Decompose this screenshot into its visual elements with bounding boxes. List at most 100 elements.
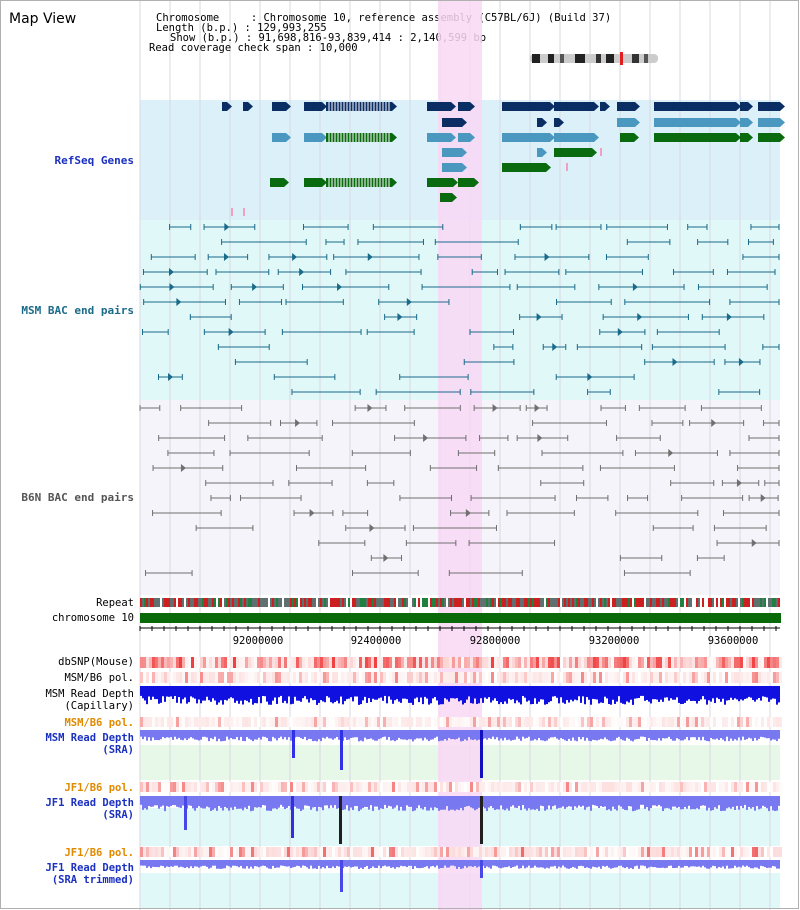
bac-pair[interactable] xyxy=(721,479,760,487)
refseq-gene[interactable] xyxy=(243,102,253,111)
bac-pair[interactable] xyxy=(247,435,323,441)
bac-pair[interactable] xyxy=(700,405,762,411)
msm-bac-track[interactable] xyxy=(139,223,780,395)
bac-pair[interactable] xyxy=(616,435,661,441)
refseq-gene[interactable] xyxy=(272,102,291,111)
bac-pair[interactable] xyxy=(405,540,457,546)
bac-pair[interactable] xyxy=(504,269,560,275)
bac-pair[interactable] xyxy=(139,283,214,291)
bac-pair[interactable] xyxy=(726,269,776,275)
bac-pair[interactable] xyxy=(230,283,284,291)
refseq-gene[interactable] xyxy=(502,163,551,172)
bac-pair[interactable] xyxy=(152,464,224,472)
bac-pair[interactable] xyxy=(479,435,509,441)
refseq-gene[interactable] xyxy=(654,118,741,127)
bac-pair[interactable] xyxy=(555,224,602,230)
bac-pair[interactable] xyxy=(723,510,780,516)
refseq-gene[interactable] xyxy=(620,133,639,142)
bac-pair[interactable] xyxy=(366,480,395,486)
bac-pair[interactable] xyxy=(210,495,231,501)
refseq-gene[interactable] xyxy=(758,133,785,142)
bac-pair[interactable] xyxy=(169,224,192,230)
bac-pair[interactable] xyxy=(302,283,390,291)
bac-pair[interactable] xyxy=(273,374,336,380)
bac-pair[interactable] xyxy=(627,495,649,501)
bac-pair[interactable] xyxy=(576,344,643,350)
bac-pair[interactable] xyxy=(318,540,366,546)
bac-pair[interactable] xyxy=(378,298,450,306)
refseq-gene[interactable] xyxy=(554,133,599,142)
refseq-gene[interactable] xyxy=(272,133,291,142)
bac-pair[interactable] xyxy=(696,555,725,561)
label-refseq-genes[interactable]: RefSeq Genes xyxy=(55,154,134,167)
bac-pair[interactable] xyxy=(514,253,590,261)
refseq-gene[interactable] xyxy=(617,118,640,127)
bac-pair[interactable] xyxy=(651,344,726,350)
bac-pair[interactable] xyxy=(221,239,307,245)
bac-pair[interactable] xyxy=(532,420,607,426)
bac-pair[interactable] xyxy=(750,224,780,230)
bac-pair[interactable] xyxy=(152,510,222,516)
bac-pair[interactable] xyxy=(352,570,419,576)
refseq-gene[interactable] xyxy=(600,102,610,111)
bac-pair[interactable] xyxy=(429,465,478,471)
refseq-gene[interactable] xyxy=(740,133,753,142)
refseq-gene[interactable] xyxy=(304,133,327,142)
bac-pair[interactable] xyxy=(565,269,643,275)
bac-pair[interactable] xyxy=(404,405,461,411)
bac-pair[interactable] xyxy=(434,239,519,245)
bac-pair[interactable] xyxy=(473,404,521,412)
b6n-bac-track[interactable] xyxy=(139,404,780,576)
bac-pair[interactable] xyxy=(399,495,453,501)
bac-pair[interactable] xyxy=(412,525,497,531)
bac-pair[interactable] xyxy=(605,254,649,260)
bac-pair[interactable] xyxy=(638,405,686,411)
bac-pair[interactable] xyxy=(333,253,420,261)
bac-pair[interactable] xyxy=(293,509,334,517)
refseq-gene[interactable] xyxy=(458,178,479,187)
bac-pair[interactable] xyxy=(342,510,369,516)
refseq-genes-track[interactable] xyxy=(222,102,785,216)
bac-pair[interactable] xyxy=(180,405,243,411)
bac-pair[interactable] xyxy=(724,358,761,366)
bac-pair[interactable] xyxy=(681,495,744,501)
bac-pair[interactable] xyxy=(541,450,624,456)
bac-pair[interactable] xyxy=(670,480,715,486)
bac-pair[interactable] xyxy=(448,570,523,576)
bac-pair[interactable] xyxy=(207,253,249,261)
bac-pair[interactable] xyxy=(716,539,780,547)
bac-pair[interactable] xyxy=(689,419,745,427)
bac-pair[interactable] xyxy=(619,555,663,561)
bac-pair[interactable] xyxy=(463,359,515,365)
bac-pair[interactable] xyxy=(624,299,711,305)
bac-pair[interactable] xyxy=(748,494,779,502)
refseq-gene[interactable] xyxy=(222,102,232,111)
bac-pair[interactable] xyxy=(215,269,270,275)
bac-pair[interactable] xyxy=(471,269,499,275)
bac-pair[interactable] xyxy=(195,525,254,531)
bac-pair[interactable] xyxy=(600,405,626,411)
bac-pair[interactable] xyxy=(599,328,646,336)
bac-pair[interactable] xyxy=(302,224,349,230)
bac-pair[interactable] xyxy=(268,253,328,261)
bac-pair[interactable] xyxy=(762,344,780,350)
bac-pair[interactable] xyxy=(469,329,514,335)
bac-pair[interactable] xyxy=(325,239,345,245)
refseq-gene[interactable] xyxy=(554,102,599,111)
bac-pair[interactable] xyxy=(238,299,283,305)
bac-pair[interactable] xyxy=(394,434,467,442)
bac-pair[interactable] xyxy=(351,450,411,456)
bac-pair[interactable] xyxy=(606,224,668,230)
refseq-gene[interactable] xyxy=(740,118,753,127)
bac-pair[interactable] xyxy=(399,374,469,380)
bac-pair[interactable] xyxy=(764,480,780,486)
refseq-gene[interactable] xyxy=(304,102,327,111)
bac-pair[interactable] xyxy=(277,268,332,276)
bac-pair[interactable] xyxy=(354,404,387,412)
chromosome-ideogram[interactable] xyxy=(530,52,658,65)
bac-pair[interactable] xyxy=(158,435,226,441)
bac-pair[interactable] xyxy=(587,389,611,395)
refseq-gene[interactable] xyxy=(442,118,467,127)
refseq-gene[interactable] xyxy=(326,102,397,111)
